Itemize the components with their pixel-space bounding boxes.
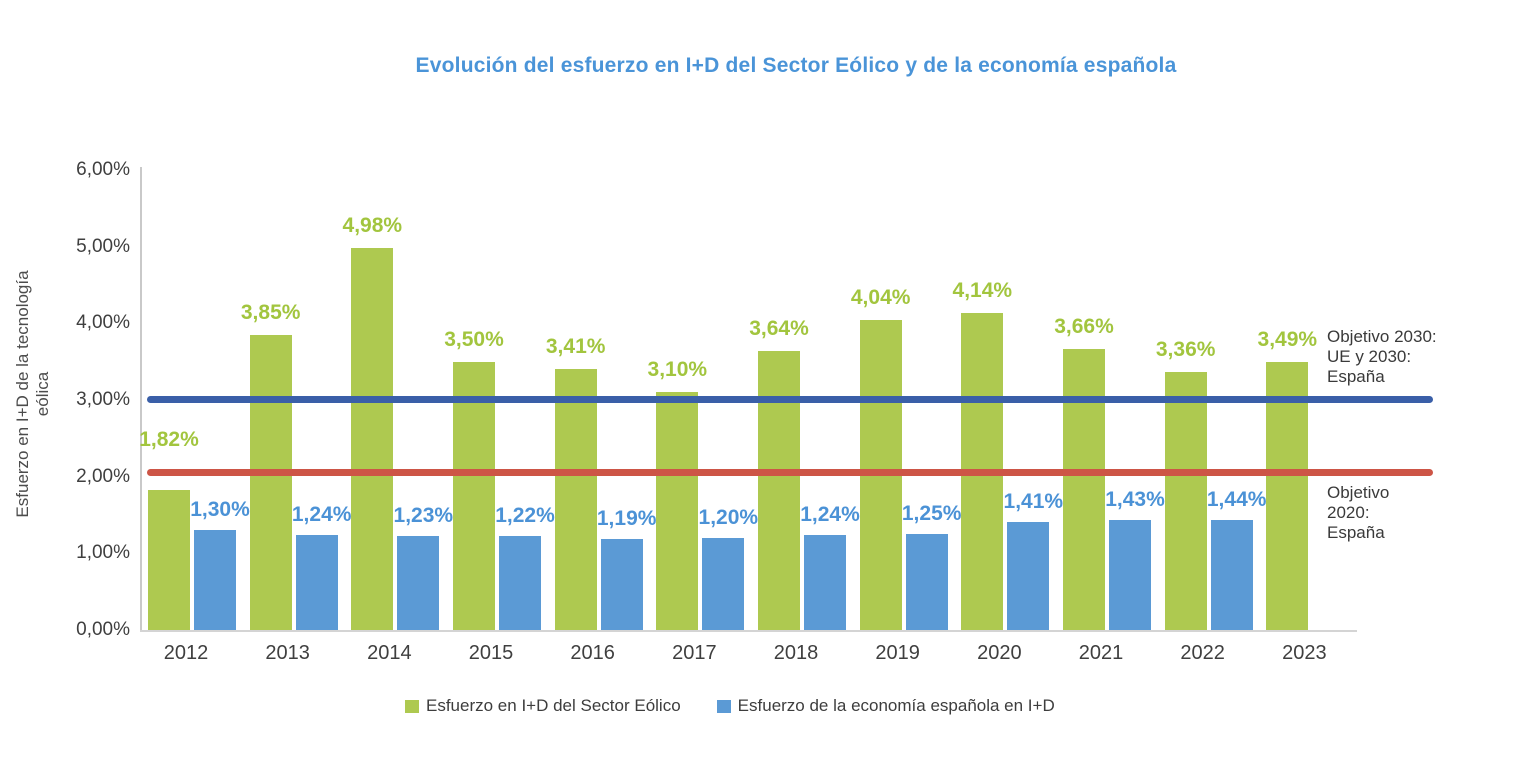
blue-bar <box>600 538 643 630</box>
green-bar <box>249 334 292 630</box>
x-axis-year-label: 2017 <box>672 642 717 664</box>
green-bar-value-label: 3,64% <box>749 316 809 340</box>
objetivo-2020-line <box>147 469 1433 477</box>
y-axis-line <box>140 167 142 630</box>
x-axis-year-label: 2023 <box>1282 642 1327 664</box>
blue-bar <box>905 534 948 630</box>
green-bar-value-label: 3,36% <box>1155 338 1216 362</box>
annotation-line: Objetivo <box>1327 483 1390 502</box>
y-tick-label: 4,00% <box>76 312 130 334</box>
x-axis-year-label: 2012 <box>163 642 209 664</box>
annotation-line: 2020: <box>1327 503 1370 522</box>
blue-bar <box>397 535 440 630</box>
green-bar <box>1063 349 1105 630</box>
blue-bar-value-label: 1,44% <box>1206 487 1267 511</box>
objetivo-2030-line <box>147 396 1433 404</box>
x-axis-year-label: 2022 <box>1180 642 1225 664</box>
blue-bar <box>295 534 338 630</box>
x-axis-line <box>140 630 1357 632</box>
green-bar <box>351 248 394 630</box>
blue-bar-value-label: 1,25% <box>901 502 962 526</box>
blue-bar-value-label: 1,23% <box>393 503 454 527</box>
green-bar <box>148 490 190 630</box>
annotation-line: España <box>1327 367 1385 386</box>
blue-bar-value-label: 1,20% <box>698 505 759 529</box>
legend-swatch-blue-icon <box>716 699 731 713</box>
green-bar <box>1164 372 1207 630</box>
green-bar-value-label: 3,10% <box>647 358 708 382</box>
green-bar <box>1266 362 1309 630</box>
green-bar <box>453 361 495 630</box>
blue-bar-value-label: 1,19% <box>596 506 657 530</box>
green-bar <box>656 392 699 630</box>
green-bar-value-label: 4,14% <box>952 278 1013 302</box>
y-tick-label: 2,00% <box>76 465 130 487</box>
green-bar-value-label: 1,82% <box>139 428 199 452</box>
annotation-line: España <box>1327 523 1385 542</box>
y-tick-label: 5,00% <box>76 235 130 257</box>
blue-bar-value-label: 1,24% <box>800 502 860 526</box>
y-tick-label: 3,00% <box>76 388 130 410</box>
x-axis-year-label: 2013 <box>265 642 310 664</box>
legend-item-sector-eolico: Esfuerzo en I+D del Sector Eólico <box>405 696 681 716</box>
x-axis-year-label: 2021 <box>1078 642 1124 664</box>
green-bar-value-label: 3,41% <box>545 334 606 358</box>
green-bar-value-label: 4,98% <box>342 214 403 238</box>
green-bar-value-label: 3,50% <box>444 327 504 351</box>
blue-bar <box>194 530 236 630</box>
x-axis-year-label: 2015 <box>468 642 514 664</box>
annotation-line: Objetivo 2030: <box>1327 327 1437 346</box>
blue-bar <box>1109 520 1151 630</box>
annotation-objetivo-2030: Objetivo 2030: UE y 2030: España <box>1327 327 1437 387</box>
chart-title: Evolución del esfuerzo en I+D del Sector… <box>415 54 1177 77</box>
green-bar-value-label: 3,66% <box>1054 315 1114 339</box>
blue-bar <box>702 537 745 630</box>
blue-bar-value-label: 1,41% <box>1003 489 1064 513</box>
green-bar-value-label: 3,49% <box>1257 328 1318 352</box>
legend-label: Esfuerzo en I+D del Sector Eólico <box>426 696 681 715</box>
annotation-objetivo-2020: Objetivo 2020: España <box>1327 483 1389 543</box>
blue-bar <box>1007 521 1050 630</box>
blue-bar <box>804 534 846 630</box>
y-tick-label: 6,00% <box>76 158 130 180</box>
legend-item-economia-espanola: Esfuerzo de la economía española en I+D <box>716 696 1055 716</box>
legend: Esfuerzo en I+D del Sector Eólico Esfuer… <box>405 696 1055 716</box>
legend-swatch-green-icon <box>405 699 419 713</box>
blue-bar-value-label: 1,30% <box>190 498 250 522</box>
annotation-line: UE y 2030: <box>1327 347 1412 366</box>
y-tick-label: 0,00% <box>76 619 130 640</box>
green-bar-value-label: 4,04% <box>850 286 911 310</box>
blue-bar-value-label: 1,43% <box>1105 488 1165 512</box>
x-axis-year-label: 2019 <box>875 642 920 664</box>
green-bar-value-label: 3,85% <box>240 300 301 324</box>
x-axis-year-label: 2014 <box>367 642 412 664</box>
green-bar <box>554 368 597 630</box>
y-tick-label: 1,00% <box>76 542 130 564</box>
x-axis-year-label: 2018 <box>773 642 819 664</box>
x-axis-year-label: 2020 <box>977 642 1022 664</box>
x-axis-year-label: 2016 <box>570 642 615 664</box>
green-bar <box>758 350 800 630</box>
legend-label: Esfuerzo de la economía española en I+D <box>737 696 1055 715</box>
blue-bar <box>499 536 541 630</box>
blue-bar <box>1210 519 1253 630</box>
blue-bar-value-label: 1,22% <box>495 504 555 528</box>
blue-bar-value-label: 1,24% <box>291 502 352 526</box>
